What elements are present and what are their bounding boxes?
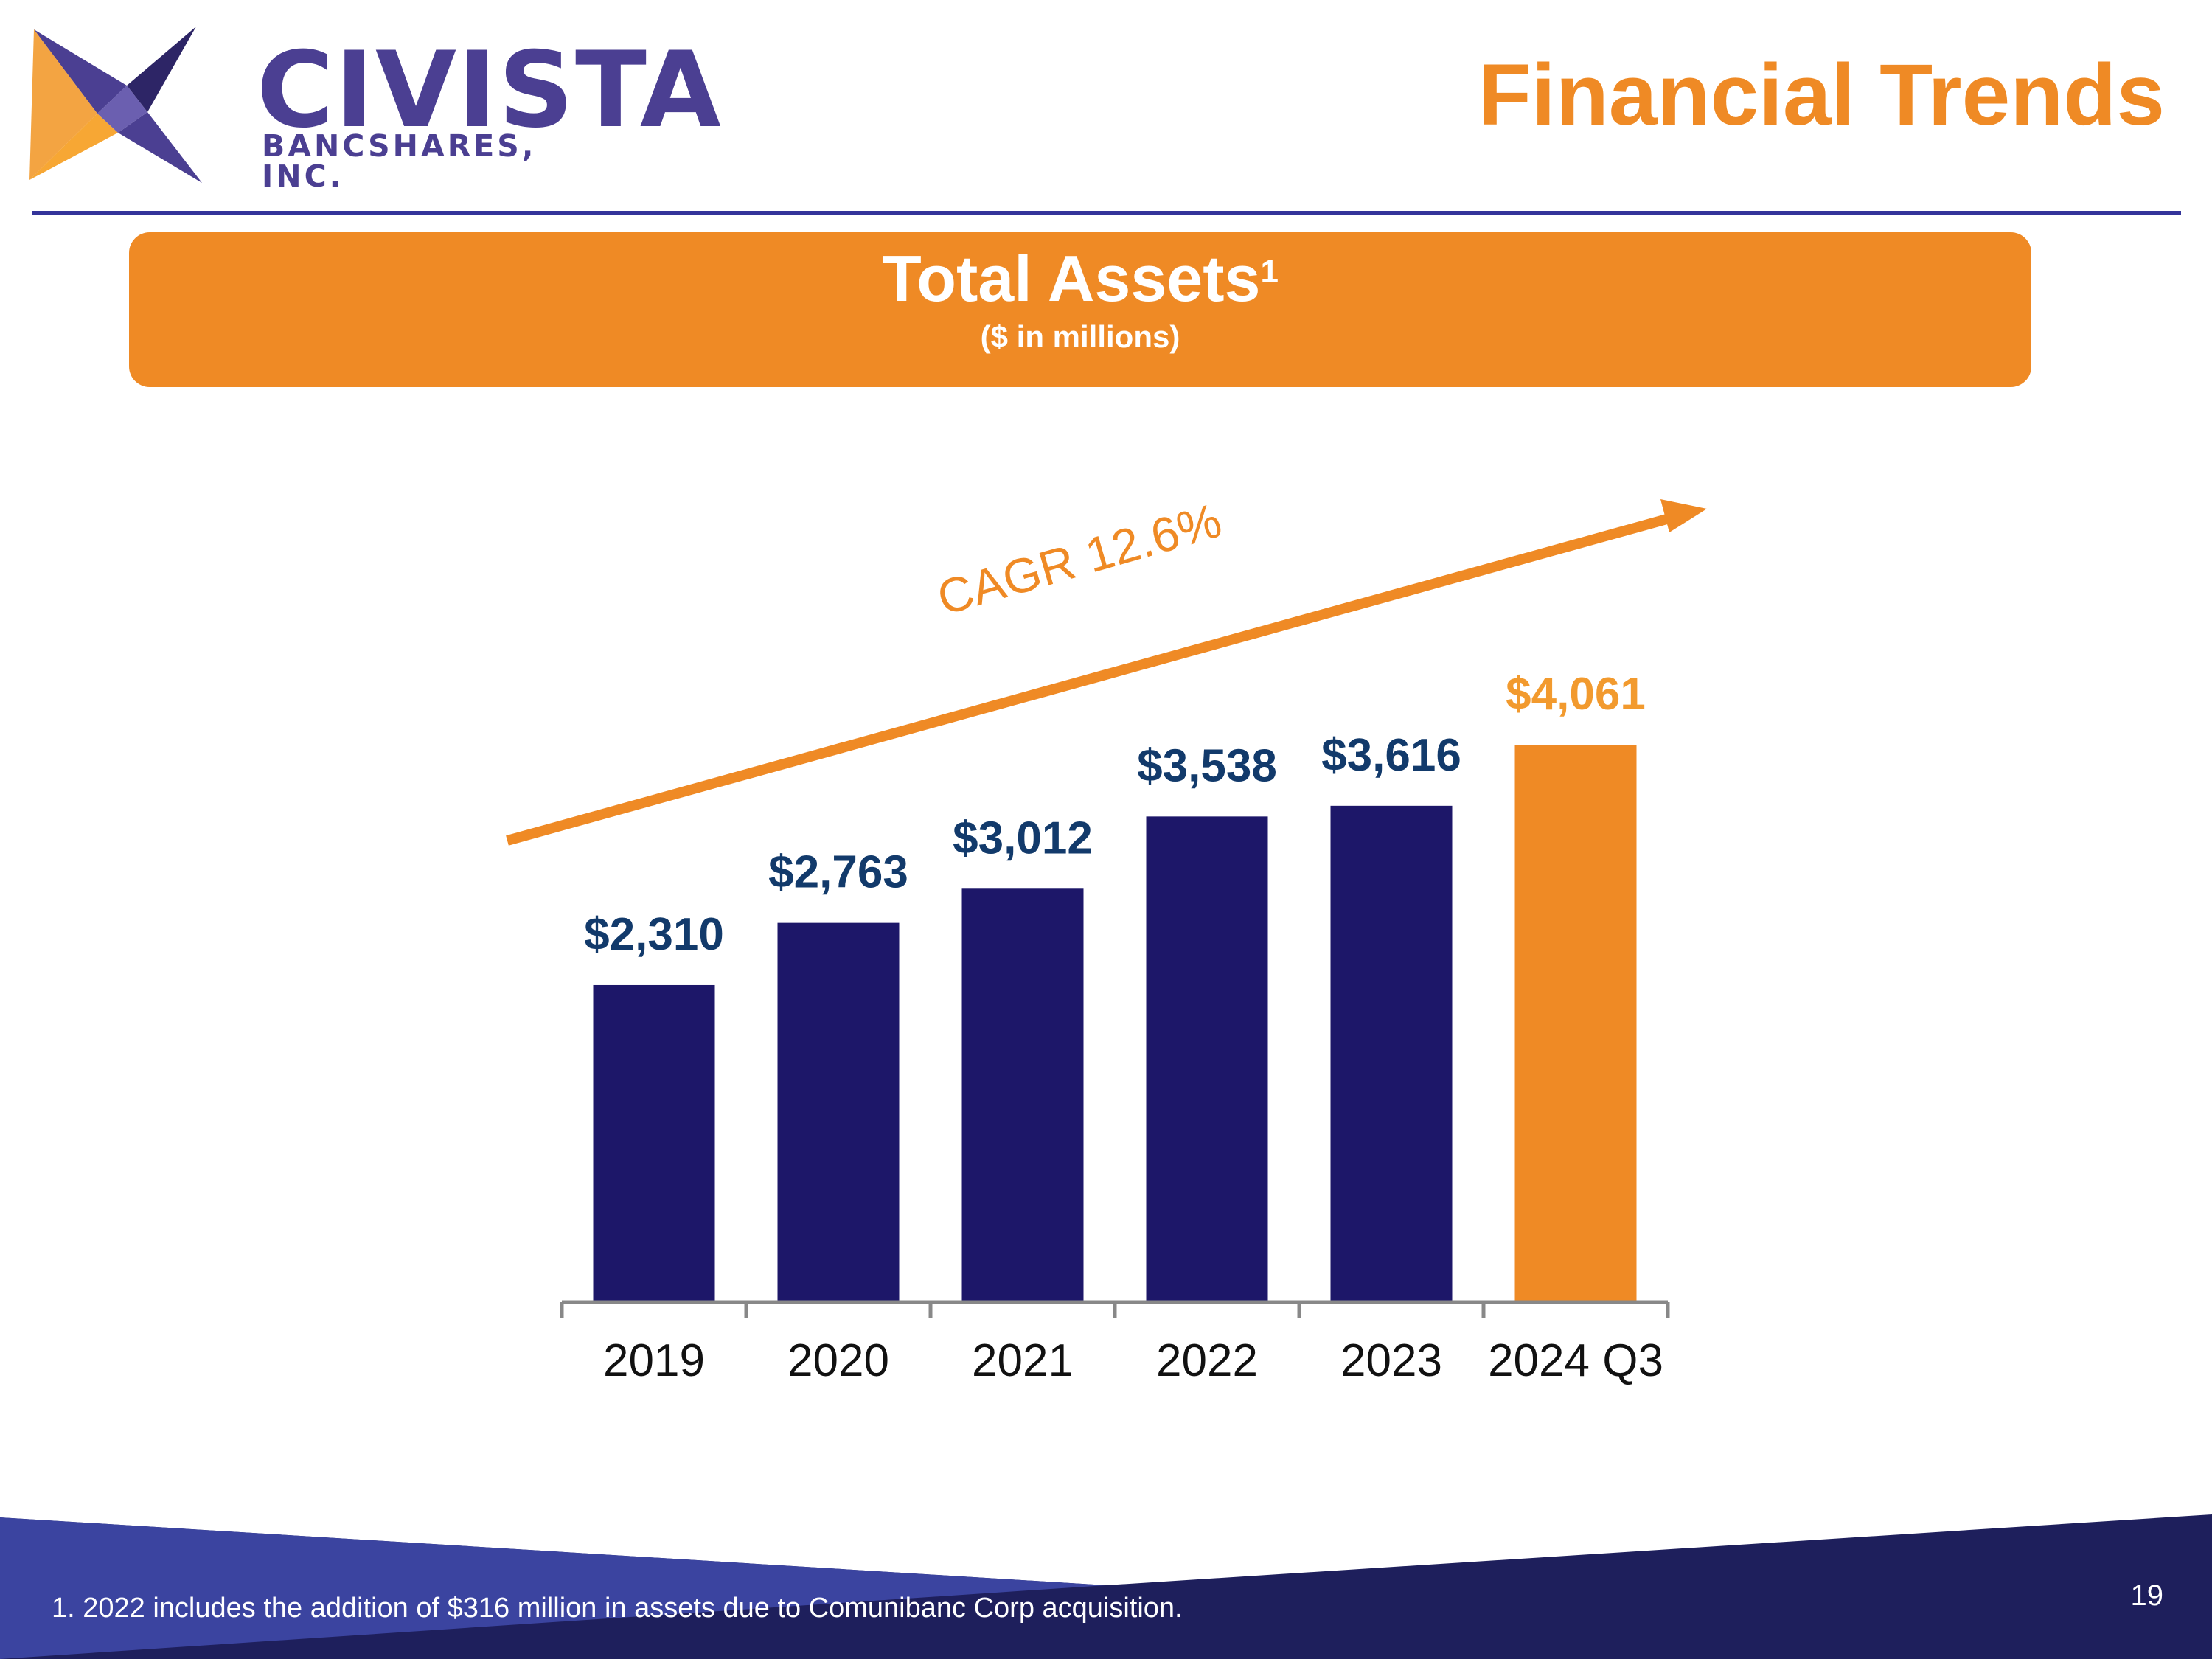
data-label: $3,616 bbox=[1321, 730, 1461, 781]
footnote-marker: 1 bbox=[1260, 254, 1279, 290]
cagr-trend-arrow bbox=[506, 511, 1679, 846]
chart-subtitle: ($ in millions) bbox=[980, 319, 1180, 354]
star-logo-icon bbox=[29, 27, 202, 183]
page-title: Financial Trends bbox=[1478, 46, 2165, 144]
header-divider bbox=[32, 211, 2181, 215]
bar-2019 bbox=[593, 984, 715, 1302]
x-tick-label: 2023 bbox=[1340, 1335, 1442, 1386]
x-tick-label: 2022 bbox=[1156, 1335, 1258, 1386]
bar-2023 bbox=[1330, 805, 1453, 1302]
bar-2024-q3 bbox=[1514, 745, 1637, 1302]
bar-2021 bbox=[961, 888, 1084, 1302]
data-label: $2,310 bbox=[584, 909, 724, 960]
cagr-arrow-head bbox=[1660, 499, 1707, 532]
logo-subtitle: BANCSHARES, INC. bbox=[262, 128, 537, 194]
data-label: $2,763 bbox=[768, 847, 908, 898]
x-tick-label: 2019 bbox=[603, 1335, 705, 1386]
chart-banner: Total Assets1 ($ in millions) bbox=[129, 232, 2031, 387]
bar-2022 bbox=[1146, 816, 1268, 1302]
data-label: $3,538 bbox=[1137, 740, 1277, 791]
data-label: $4,061 bbox=[1506, 669, 1646, 720]
x-tick-label: 2024 Q3 bbox=[1488, 1335, 1663, 1386]
logo-wordmark: CIVISTA bbox=[257, 29, 723, 151]
footer-band bbox=[0, 1512, 2212, 1659]
x-tick-label: 2021 bbox=[972, 1335, 1074, 1386]
chart-title: Total Assets1 bbox=[129, 238, 2031, 319]
bar-2020 bbox=[777, 922, 900, 1302]
cagr-label: CAGR 12.6% bbox=[931, 493, 1227, 625]
page-number: 19 bbox=[2130, 1579, 2164, 1612]
footnote: 1. 2022 includes the addition of $316 mi… bbox=[52, 1593, 1183, 1624]
x-tick-label: 2020 bbox=[787, 1335, 889, 1386]
chart-title-text: Total Assets bbox=[882, 242, 1261, 315]
data-label: $3,012 bbox=[953, 813, 1093, 863]
company-logo: CIVISTA BANCSHARES, INC. bbox=[29, 22, 721, 194]
